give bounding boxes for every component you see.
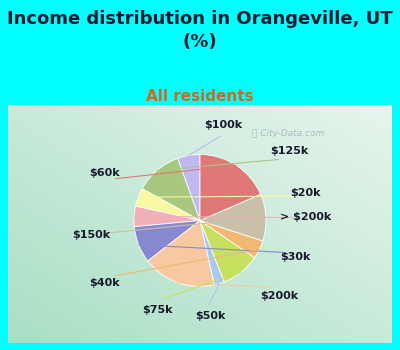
Wedge shape (178, 154, 200, 220)
Wedge shape (134, 206, 200, 227)
Text: $200k: $200k (260, 292, 298, 301)
Wedge shape (200, 220, 254, 282)
Text: All residents: All residents (146, 89, 254, 104)
Wedge shape (200, 154, 260, 220)
Wedge shape (200, 220, 224, 285)
Text: $75k: $75k (142, 304, 172, 315)
Text: $50k: $50k (195, 311, 225, 321)
Text: ⓘ City-Data.com: ⓘ City-Data.com (252, 129, 324, 138)
Wedge shape (200, 194, 266, 241)
Wedge shape (200, 220, 263, 258)
Text: $125k: $125k (270, 146, 308, 156)
Text: $40k: $40k (89, 278, 120, 288)
Text: $100k: $100k (204, 120, 242, 130)
Wedge shape (136, 189, 200, 220)
Wedge shape (142, 159, 200, 220)
Text: > $200k: > $200k (280, 212, 331, 222)
Text: $20k: $20k (290, 188, 321, 198)
Wedge shape (148, 220, 214, 287)
Text: $60k: $60k (89, 168, 120, 178)
Text: $30k: $30k (280, 252, 311, 262)
Text: $150k: $150k (72, 230, 110, 240)
Text: Income distribution in Orangeville, UT
(%): Income distribution in Orangeville, UT (… (7, 10, 393, 51)
Wedge shape (134, 220, 200, 261)
